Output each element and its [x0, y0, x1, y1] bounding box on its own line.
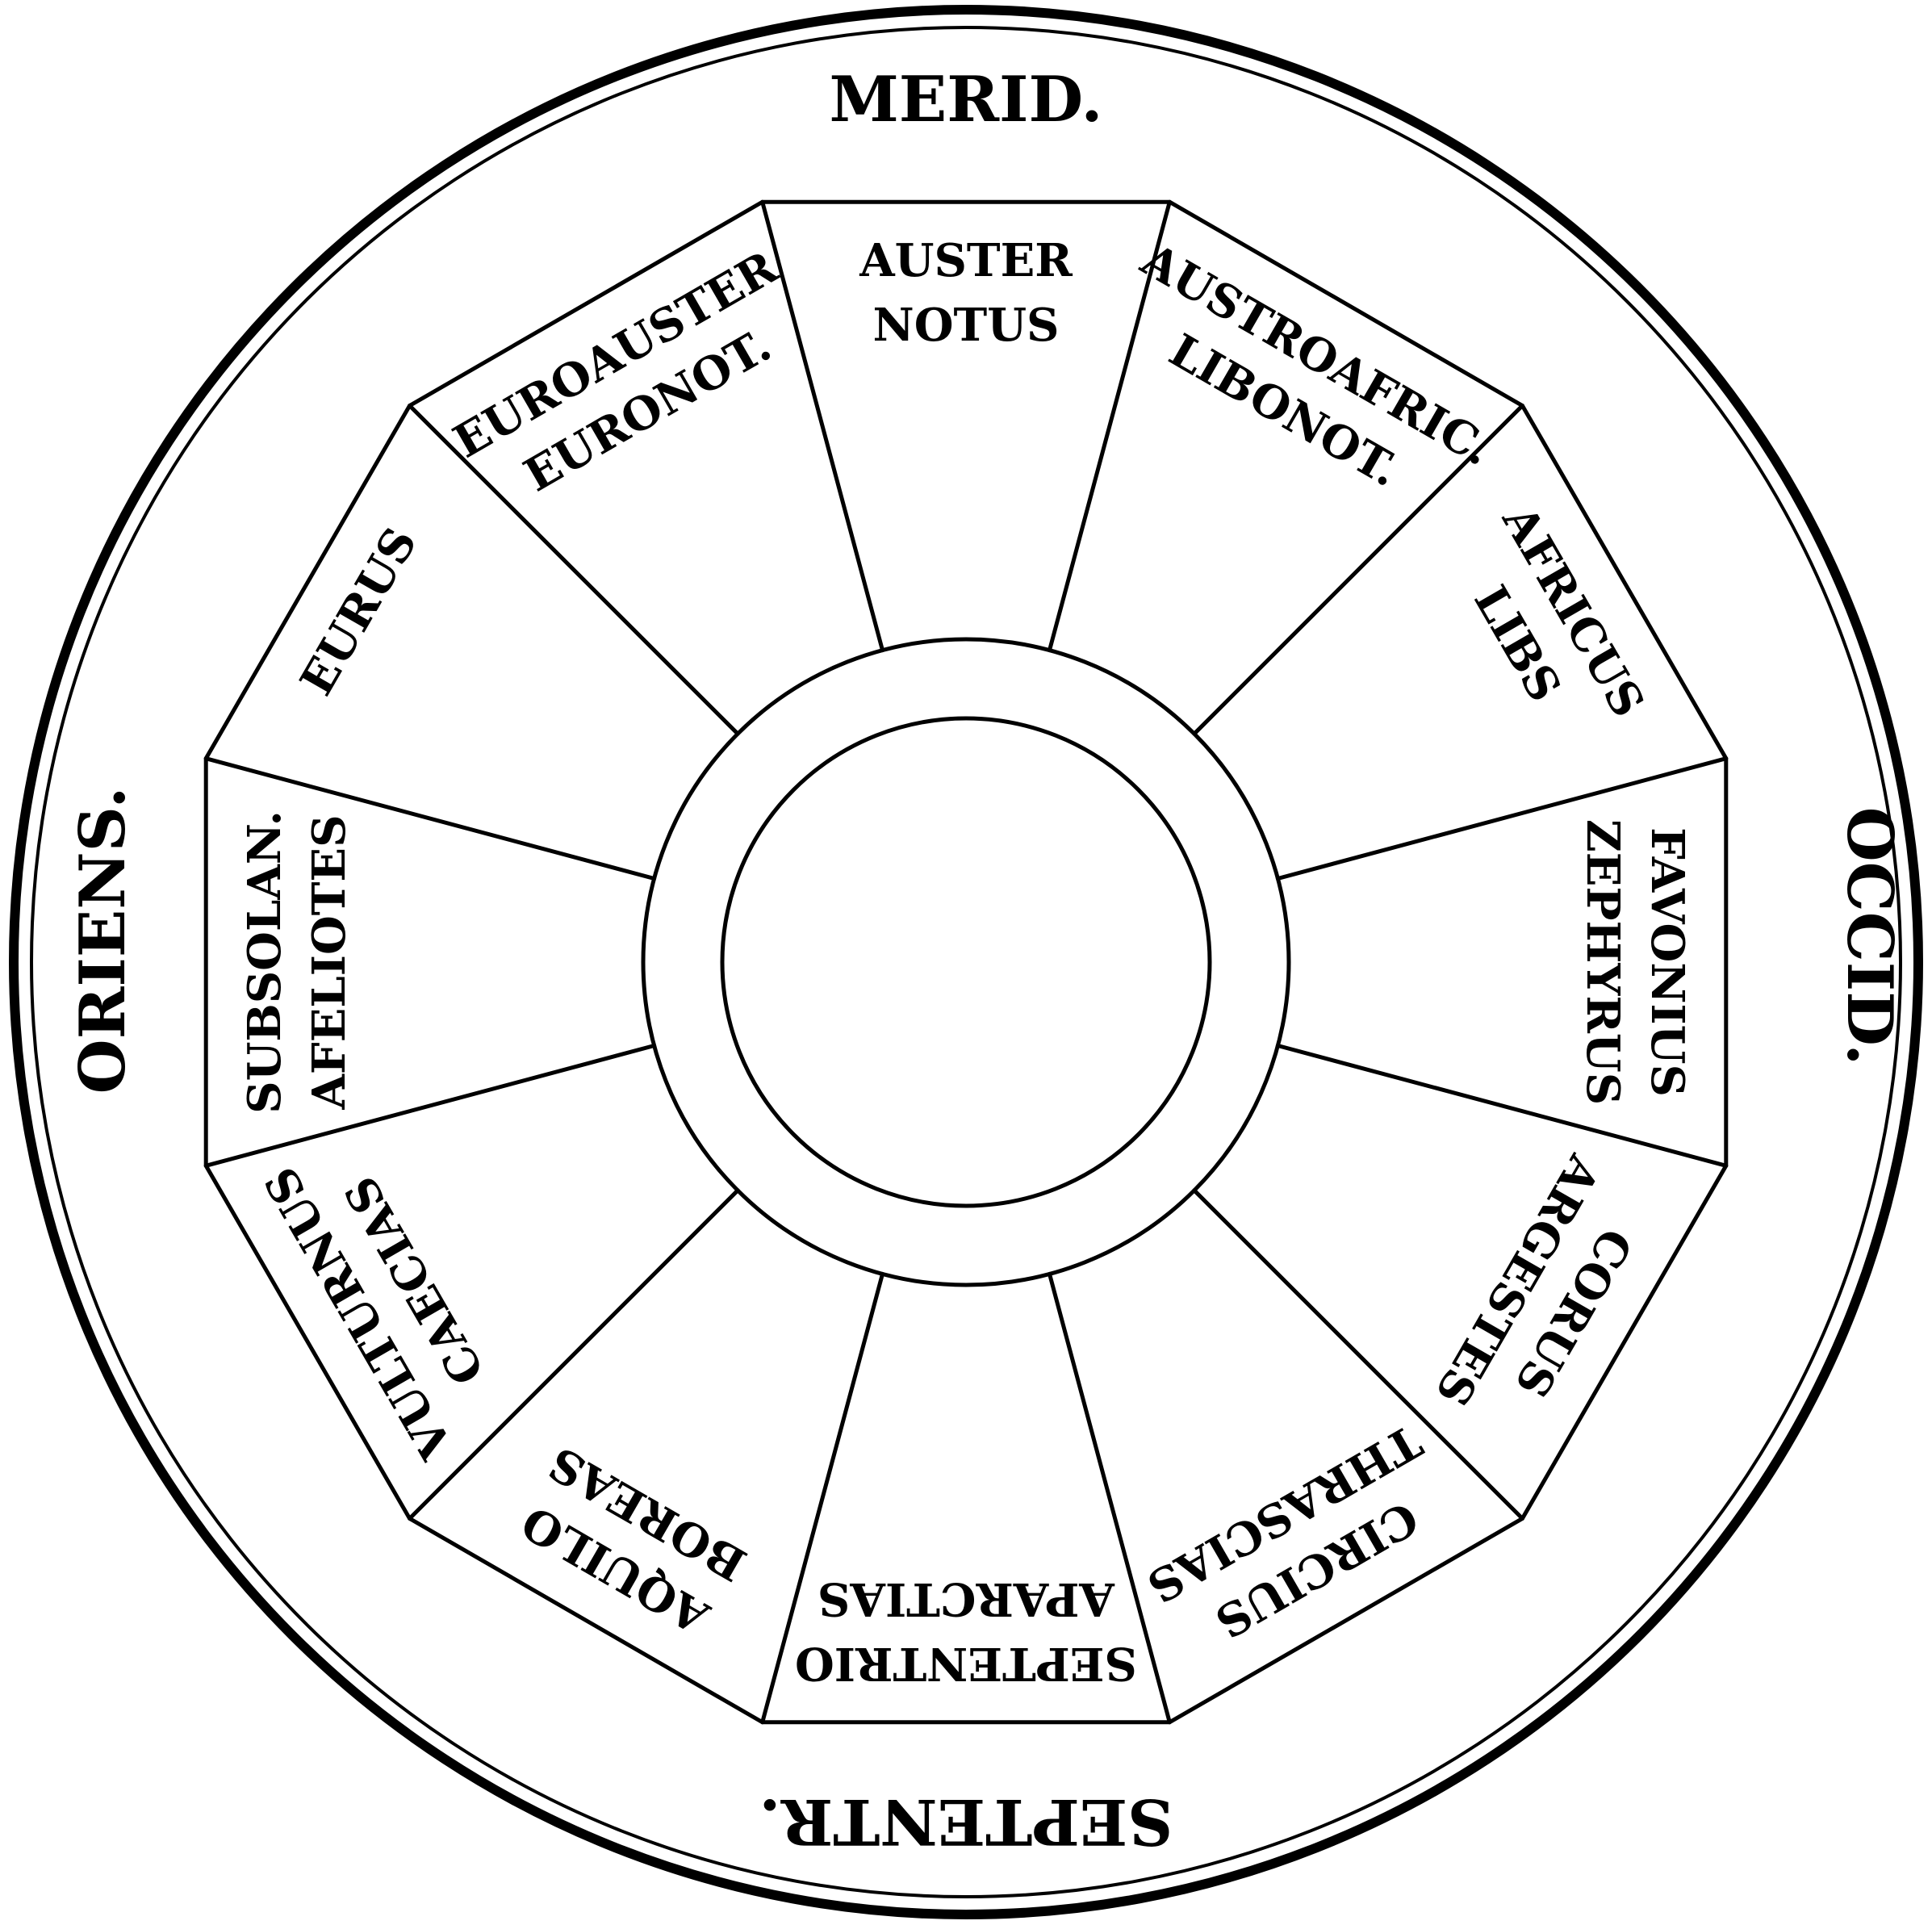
- wind-name-primary: FAVONIUS: [1641, 827, 1694, 1097]
- sector-divider: [760, 199, 884, 653]
- wind-sector-circius: CIRCIUS THRASCIAS: [1139, 1414, 1431, 1649]
- outer-border-ring: [9, 5, 1923, 1919]
- cardinal-label-north: SEPTENTR.: [759, 1785, 1173, 1858]
- sector-divider: [760, 1271, 884, 1725]
- sector-divider: [1275, 756, 1729, 881]
- wind-sector-euroauster: EUROAUSTER EURONOT.: [445, 241, 787, 502]
- hub-outer-ring: [641, 637, 1291, 1287]
- cardinal-label-west: OCCID.: [1833, 807, 1906, 1066]
- sector-divider: [1048, 1271, 1172, 1725]
- sector-divider: [1192, 404, 1524, 736]
- wind-sector-austroafric: AUSTROAFRIC. LIBONOT.: [1131, 232, 1500, 497]
- wind-sector-septentrio: SEPTENTRIO APARCTIAS: [795, 1572, 1137, 1690]
- sector-divider: [203, 756, 657, 881]
- wind-name-primary: EURUS: [290, 519, 428, 705]
- sector-divider: [408, 1188, 740, 1521]
- wind-name-secondary: APARCTIAS: [818, 1572, 1115, 1626]
- wind-name-secondary: AFELIOTES: [303, 814, 356, 1110]
- wind-sector-subsolan: SUBSOLAN. AFELIOTES: [238, 810, 356, 1114]
- wind-name-primary: SUBSOLAN.: [238, 810, 291, 1114]
- wind-sector-eurus: EURUS: [290, 519, 428, 705]
- wind-sector-aquilo: AQUILO BOREAS: [512, 1436, 755, 1644]
- wind-sector-corus: CORUS ARGESTES: [1424, 1145, 1642, 1414]
- sector-divider: [1192, 1188, 1524, 1521]
- wind-sector-africus: AFRICUS LIBS: [1463, 496, 1654, 726]
- outer-inner-border-ring: [30, 26, 1902, 1898]
- sector-divider: [203, 1044, 657, 1168]
- hub-inner-ring: [720, 716, 1212, 1208]
- wind-name-primary: SEPTENTRIO: [795, 1637, 1137, 1690]
- cardinal-label-east: ORIENS.: [66, 787, 140, 1094]
- wind-sector-favonius: FAVONIUS ZEPHYRUS: [1576, 819, 1694, 1105]
- sector-divider: [1048, 199, 1172, 653]
- wind-name-secondary: NOTUS: [873, 299, 1060, 352]
- sector-dividers: [203, 199, 1729, 1725]
- sector-divider: [408, 404, 740, 736]
- wind-name-secondary: ZEPHYRUS: [1576, 819, 1629, 1105]
- cardinal-label-south: MERID.: [829, 63, 1102, 136]
- wind-sector-auster: AUSTER NOTUS: [859, 234, 1073, 352]
- wind-name-primary: AUSTER: [859, 234, 1073, 287]
- sector-divider: [1275, 1044, 1729, 1168]
